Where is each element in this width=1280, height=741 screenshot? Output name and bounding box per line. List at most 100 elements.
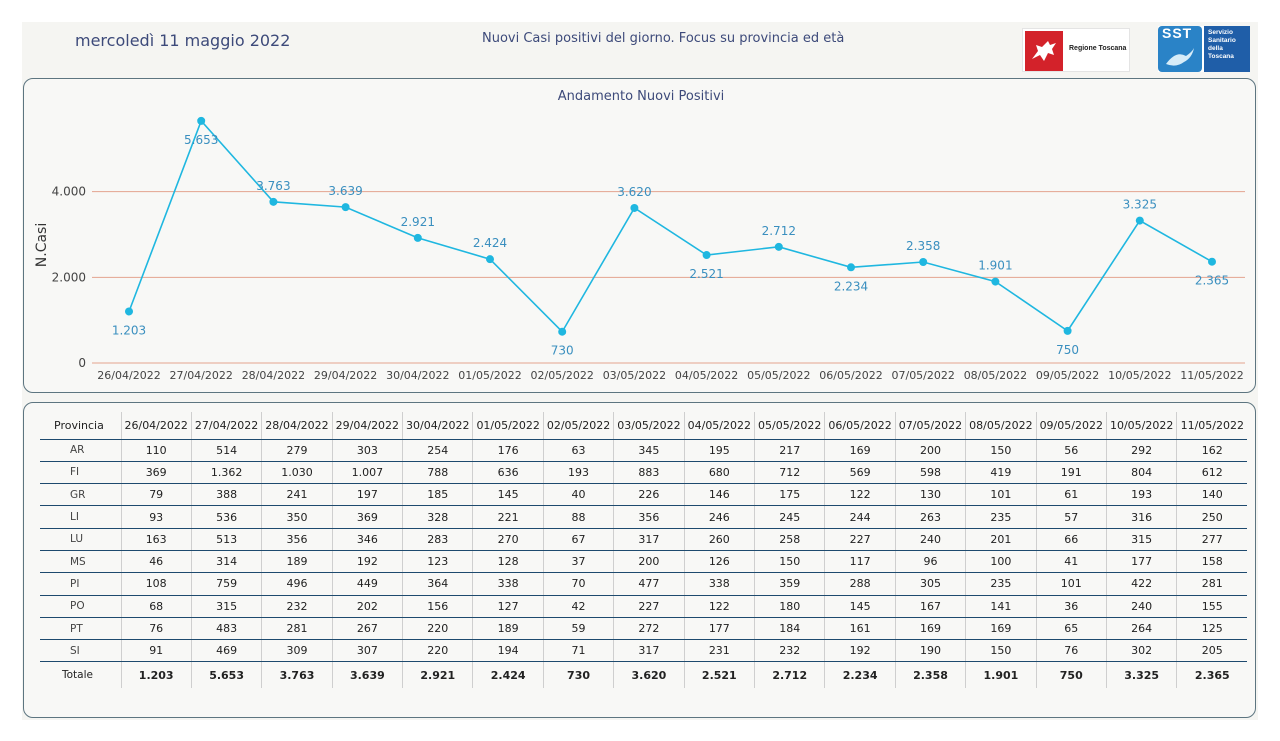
line-chart-panel: Andamento Nuovi Positivi N.Casi 0 2.000 4.… [23,78,1256,393]
table-cell: 281 [261,617,333,641]
table-cell: 514 [191,439,263,462]
data-label: 1.203 [112,323,146,337]
x-tick-label: 01/05/2022 [458,369,521,382]
table-cell: 169 [965,617,1037,641]
table-cell: 65 [1036,617,1107,641]
x-tick-label: 04/05/2022 [675,369,738,382]
data-point [341,203,350,212]
table-cell: 270 [472,528,544,551]
sst-name-line: Sanitario [1208,37,1236,44]
table-cell: 264 [1106,617,1178,641]
table-header-provincia: Provincia [40,412,122,440]
table-row: PO 68 315 232 202 156 127 42 227 122 180 145 167 141 3… [40,595,1248,618]
table-cell: 122 [824,483,896,507]
table-cell: 307 [332,639,404,663]
table-header-date: 11/05/2022 [1176,412,1248,440]
table-cell: 315 [1106,528,1178,551]
table-cell: 128 [472,550,544,574]
table-cell: 192 [824,639,896,663]
table-cell: 76 [1036,639,1107,663]
data-point [847,263,855,272]
x-tick-label: 06/05/2022 [819,369,882,382]
table-header-date: 27/04/2022 [191,412,263,440]
table-cell: 36 [1036,595,1107,618]
table-cell: 244 [824,505,896,529]
table-cell: 369 [121,461,192,485]
table-cell: 67 [543,528,615,551]
table-cell: 61 [1036,483,1107,507]
data-point [197,116,206,125]
table-body: AR 110 514 279 303 254 176 63 345 195 217 169 200 150… [40,439,1248,688]
data-label: 2.424 [473,236,507,250]
x-tick-label: 11/05/2022 [1180,369,1243,382]
table-cell: 272 [613,617,685,641]
table-cell: 469 [191,639,263,663]
table-cell: 804 [1106,461,1178,485]
table-cell: 232 [754,639,826,663]
table-header-date: 07/05/2022 [895,412,967,440]
table-cell: 145 [824,595,896,618]
table-cell: 117 [824,550,896,574]
total-cell: 2.424 [472,661,544,688]
bird-icon [1166,48,1194,66]
sst-short-label: SST [1162,26,1193,41]
table-cell: 419 [965,461,1037,485]
table-cell: 150 [754,550,826,574]
total-cell: 730 [543,661,615,688]
province-name: LU [40,528,122,551]
sst-name-line: Servizio [1208,29,1233,36]
table-cell: 513 [191,528,263,551]
table-cell: 79 [121,483,192,507]
table-cell: 496 [261,572,333,596]
table-header-date: 28/04/2022 [261,412,333,440]
province-name: GR [40,483,122,507]
table-cell: 388 [191,483,263,507]
table-cell: 317 [613,639,685,663]
table-cell: 189 [261,550,333,574]
table-row: FI 369 1.362 1.030 1.007 788 636 193 883 680 712 56… [40,461,1248,485]
table-cell: 125 [1176,617,1248,641]
table-cell: 146 [684,483,756,507]
table-cell: 315 [191,595,263,618]
table-cell: 68 [121,595,192,618]
table-cell: 359 [754,572,826,596]
table-cell: 195 [684,439,756,462]
total-cell: 2.234 [824,661,896,688]
data-point [125,307,133,316]
table-cell: 193 [1106,483,1178,507]
y-ticks: 0 2.000 4.000 [52,185,86,370]
table-row: LU 163 513 356 346 283 270 67 317 260 258 227 240 201… [40,528,1248,551]
table-cell: 126 [684,550,756,574]
table-cell: 226 [613,483,685,507]
table-cell: 345 [613,439,685,462]
table-cell: 41 [1036,550,1107,574]
table-cell: 303 [332,439,404,462]
table-cell: 193 [543,461,615,485]
data-point [269,197,278,206]
total-label: Totale [40,661,122,688]
table-cell: 57 [1036,505,1107,529]
total-cell: 2.921 [402,661,474,688]
table-cell: 59 [543,617,615,641]
table-cell: 155 [1176,595,1248,618]
data-label: 3.763 [256,179,290,193]
chart-title: Andamento Nuovi Positivi [558,89,725,104]
table-cell: 477 [613,572,685,596]
x-ticks: 26/04/2022 27/04/2022 28/04/2022 29/04/2022… [97,369,1243,382]
table-row: GR 79 388 241 197 185 145 40 226 146 175 122 130 101 6… [40,483,1248,507]
table-cell: 227 [613,595,685,618]
data-label: 2.358 [906,239,940,253]
table-cell: 100 [965,550,1037,574]
table-header-date: 05/05/2022 [754,412,826,440]
total-cell: 3.763 [261,661,333,688]
total-cell: 1.203 [121,661,192,688]
y-axis-label: N.Casi [34,223,50,267]
table-cell: 184 [754,617,826,641]
data-label: 1.901 [978,259,1012,273]
table-cell: 788 [402,461,474,485]
y-tick-label: 4.000 [52,185,86,199]
table-cell: 288 [824,572,896,596]
table-cell: 759 [191,572,263,596]
table-cell: 96 [895,550,967,574]
table-cell: 338 [472,572,544,596]
